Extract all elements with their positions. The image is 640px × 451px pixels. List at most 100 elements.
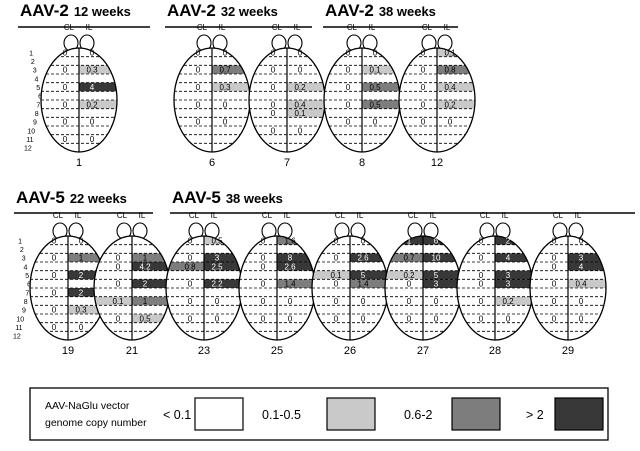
brain: CL IL 0 0.5 0 3 0.8 2.5 0 2.2 0 0 0 0 23: [165, 211, 243, 357]
il-value: 0.4: [444, 83, 456, 92]
cl-value: 0: [479, 314, 484, 323]
cl-value: 0: [552, 254, 557, 263]
section-number: 3: [22, 256, 26, 263]
il-value: 1.6: [284, 236, 296, 245]
cl-value: 0: [196, 83, 201, 92]
il-value: 0: [579, 297, 584, 306]
brain: CL IL0 1.60 80 2.60 1.40 00 025: [238, 211, 316, 357]
cl-value: 0: [63, 135, 68, 144]
section-cell: [495, 253, 533, 262]
cl-value: 0: [63, 100, 68, 109]
cl-value: 0: [196, 118, 201, 127]
cl-value: 0: [188, 236, 193, 245]
il-value: 0.1: [444, 48, 456, 57]
cl-value: 1: [407, 236, 412, 245]
cl-value: 0: [271, 83, 276, 92]
section-number: 9: [33, 120, 37, 127]
section-cell: [437, 65, 475, 74]
il-value: 2.6: [284, 262, 296, 271]
il-value: 5: [361, 271, 366, 280]
brain-label: 19: [62, 345, 74, 357]
brain-label: 26: [344, 345, 356, 357]
side-label: IL: [139, 211, 146, 220]
section-cell: [287, 100, 325, 109]
il-value: 3: [434, 280, 439, 289]
il-value: 3: [579, 254, 584, 263]
brain: CL IL 0 0 0 2.6 0.1 5 0 1.4 0 0 0 0 26: [311, 211, 389, 357]
il-value: 4.2: [139, 262, 151, 271]
legend-title: genome copy number: [45, 417, 147, 429]
side-label: IL: [430, 211, 437, 220]
il-value: 2: [79, 288, 84, 297]
legend-label: 0.6-2: [404, 408, 433, 422]
il-value: 0: [223, 100, 228, 109]
section-number: 2: [20, 247, 24, 254]
il-value: 1: [143, 254, 148, 263]
cl-value: 0: [188, 254, 193, 263]
side-label: CL: [553, 211, 564, 220]
section-cell: [495, 296, 533, 306]
side-label: CL: [422, 23, 433, 32]
cl-value: 0: [346, 100, 351, 109]
il-value: 4: [90, 83, 95, 92]
section-cell: [132, 296, 170, 306]
legend-swatch: [451, 397, 501, 431]
cl-value: 0: [261, 262, 266, 271]
brain-label: 28: [489, 345, 501, 357]
cl-value: 0: [261, 314, 266, 323]
il-value: 0: [298, 66, 303, 75]
il-value: 0: [288, 314, 293, 323]
brain: CL IL 0 1 0 4.2 0 2 0.1 1 0 0.5 21: [93, 211, 171, 357]
il-value: 0: [361, 314, 366, 323]
il-value: 0: [506, 314, 511, 323]
section-cell: [132, 279, 170, 288]
side-label: CL: [117, 211, 128, 220]
brain-outline: [40, 47, 118, 153]
cl-value: 0: [63, 66, 68, 75]
il-value: 10: [432, 254, 441, 263]
section-number: 2: [31, 59, 35, 66]
brain-label: 23: [198, 345, 210, 357]
il-value: 0.3: [219, 83, 231, 92]
cl-value: 0: [271, 126, 276, 135]
section-cell: [212, 82, 250, 92]
section-cell: [350, 253, 388, 262]
il-value: 2: [506, 236, 511, 245]
il-value: 3: [506, 271, 511, 280]
section-number: 12: [24, 146, 32, 153]
legend-label: 0.1-0.5: [262, 408, 301, 422]
il-value: 0: [288, 297, 293, 306]
cl-value: 0: [188, 314, 193, 323]
il-value: 0: [215, 314, 220, 323]
cl-value: 0: [196, 66, 201, 75]
cl-value: 0: [421, 66, 426, 75]
section-cell: [423, 270, 461, 280]
il-value: 0: [434, 314, 439, 323]
cl-value: 0: [63, 118, 68, 127]
cl-value: 0: [271, 100, 276, 109]
cl-value: 0: [334, 280, 339, 289]
side-label: IL: [369, 23, 376, 32]
cl-value: 0: [261, 254, 266, 263]
vector-name: AAV-5: [16, 188, 65, 207]
il-value: 0.2: [444, 100, 456, 109]
brain: CL IL 0 0 0 0.7 0 0.3 0 0 0 0 6: [173, 23, 251, 169]
il-value: 0: [223, 48, 228, 57]
section-cell: [204, 262, 242, 271]
section-cell: [204, 279, 242, 288]
legend-swatch: [194, 397, 244, 431]
brain-label: 21: [126, 345, 138, 357]
section-cell: [423, 253, 461, 262]
section-cell: [94, 296, 132, 306]
time-point: 38 weeks: [379, 4, 436, 19]
group-title: AAV-2 32 weeks: [167, 1, 278, 20]
cl-value: 0.1: [330, 271, 342, 280]
il-value: 0: [361, 297, 366, 306]
brain-label: 7: [284, 157, 290, 169]
cl-value: 0: [52, 288, 57, 297]
il-value: 3: [506, 280, 511, 289]
il-value: 1.4: [284, 280, 296, 289]
cl-value: 0: [196, 48, 201, 57]
il-value: 0: [579, 314, 584, 323]
il-value: 3: [215, 254, 220, 263]
